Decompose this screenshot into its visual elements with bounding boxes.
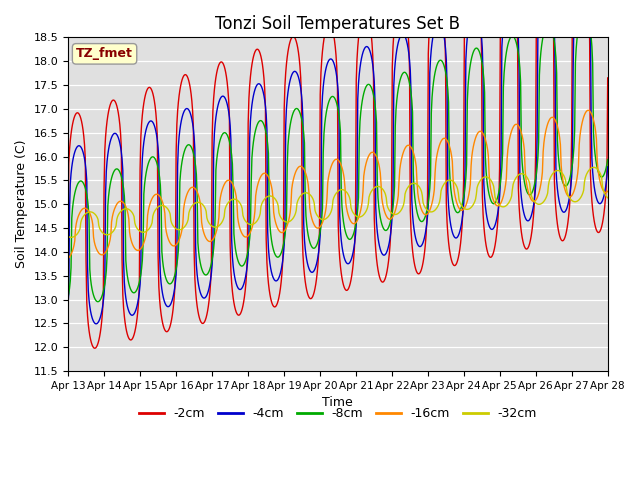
Text: TZ_fmet: TZ_fmet <box>76 48 133 60</box>
-2cm <box>404 29 412 35</box>
-32cm <box>185 210 193 216</box>
Line: -16cm: -16cm <box>68 110 608 258</box>
-8cm <box>94 299 102 305</box>
-32cm <box>604 195 612 201</box>
-2cm <box>420 255 428 261</box>
-8cm <box>64 295 72 300</box>
-32cm <box>130 214 138 219</box>
-16cm <box>584 108 592 113</box>
-16cm <box>403 143 411 148</box>
-32cm <box>67 235 75 240</box>
-4cm <box>130 311 138 317</box>
-2cm <box>64 232 72 238</box>
-8cm <box>604 156 612 162</box>
-16cm <box>74 215 82 221</box>
-32cm <box>420 202 428 208</box>
-4cm <box>74 144 82 149</box>
-8cm <box>404 74 412 80</box>
Legend: -2cm, -4cm, -8cm, -16cm, -32cm: -2cm, -4cm, -8cm, -16cm, -32cm <box>134 402 542 425</box>
-2cm <box>185 78 193 84</box>
-4cm <box>92 321 100 327</box>
-32cm <box>404 184 412 190</box>
-16cm <box>129 243 137 249</box>
-2cm <box>74 110 82 116</box>
-2cm <box>92 345 99 351</box>
-2cm <box>214 67 221 72</box>
Y-axis label: Soil Temperature (C): Soil Temperature (C) <box>15 140 28 268</box>
-8cm <box>130 290 138 296</box>
-16cm <box>184 189 192 194</box>
-16cm <box>64 255 72 261</box>
-32cm <box>64 234 72 240</box>
-32cm <box>214 224 221 229</box>
-8cm <box>214 151 221 157</box>
-8cm <box>420 217 428 223</box>
-32cm <box>75 229 83 235</box>
-4cm <box>64 301 72 307</box>
-2cm <box>604 75 612 81</box>
-8cm <box>185 142 193 148</box>
-4cm <box>214 105 221 111</box>
-16cm <box>213 228 221 233</box>
-32cm <box>589 165 597 170</box>
-4cm <box>185 107 193 113</box>
-8cm <box>74 181 82 187</box>
Line: -4cm: -4cm <box>68 0 608 324</box>
-4cm <box>404 45 412 51</box>
Line: -2cm: -2cm <box>68 0 608 348</box>
Line: -8cm: -8cm <box>68 12 608 302</box>
-4cm <box>604 164 612 170</box>
Title: Tonzi Soil Temperatures Set B: Tonzi Soil Temperatures Set B <box>215 15 460 33</box>
Line: -32cm: -32cm <box>68 168 608 238</box>
-16cm <box>604 188 612 194</box>
-2cm <box>130 332 138 337</box>
-16cm <box>419 210 427 216</box>
-8cm <box>580 9 588 15</box>
-4cm <box>420 237 428 243</box>
X-axis label: Time: Time <box>323 396 353 409</box>
